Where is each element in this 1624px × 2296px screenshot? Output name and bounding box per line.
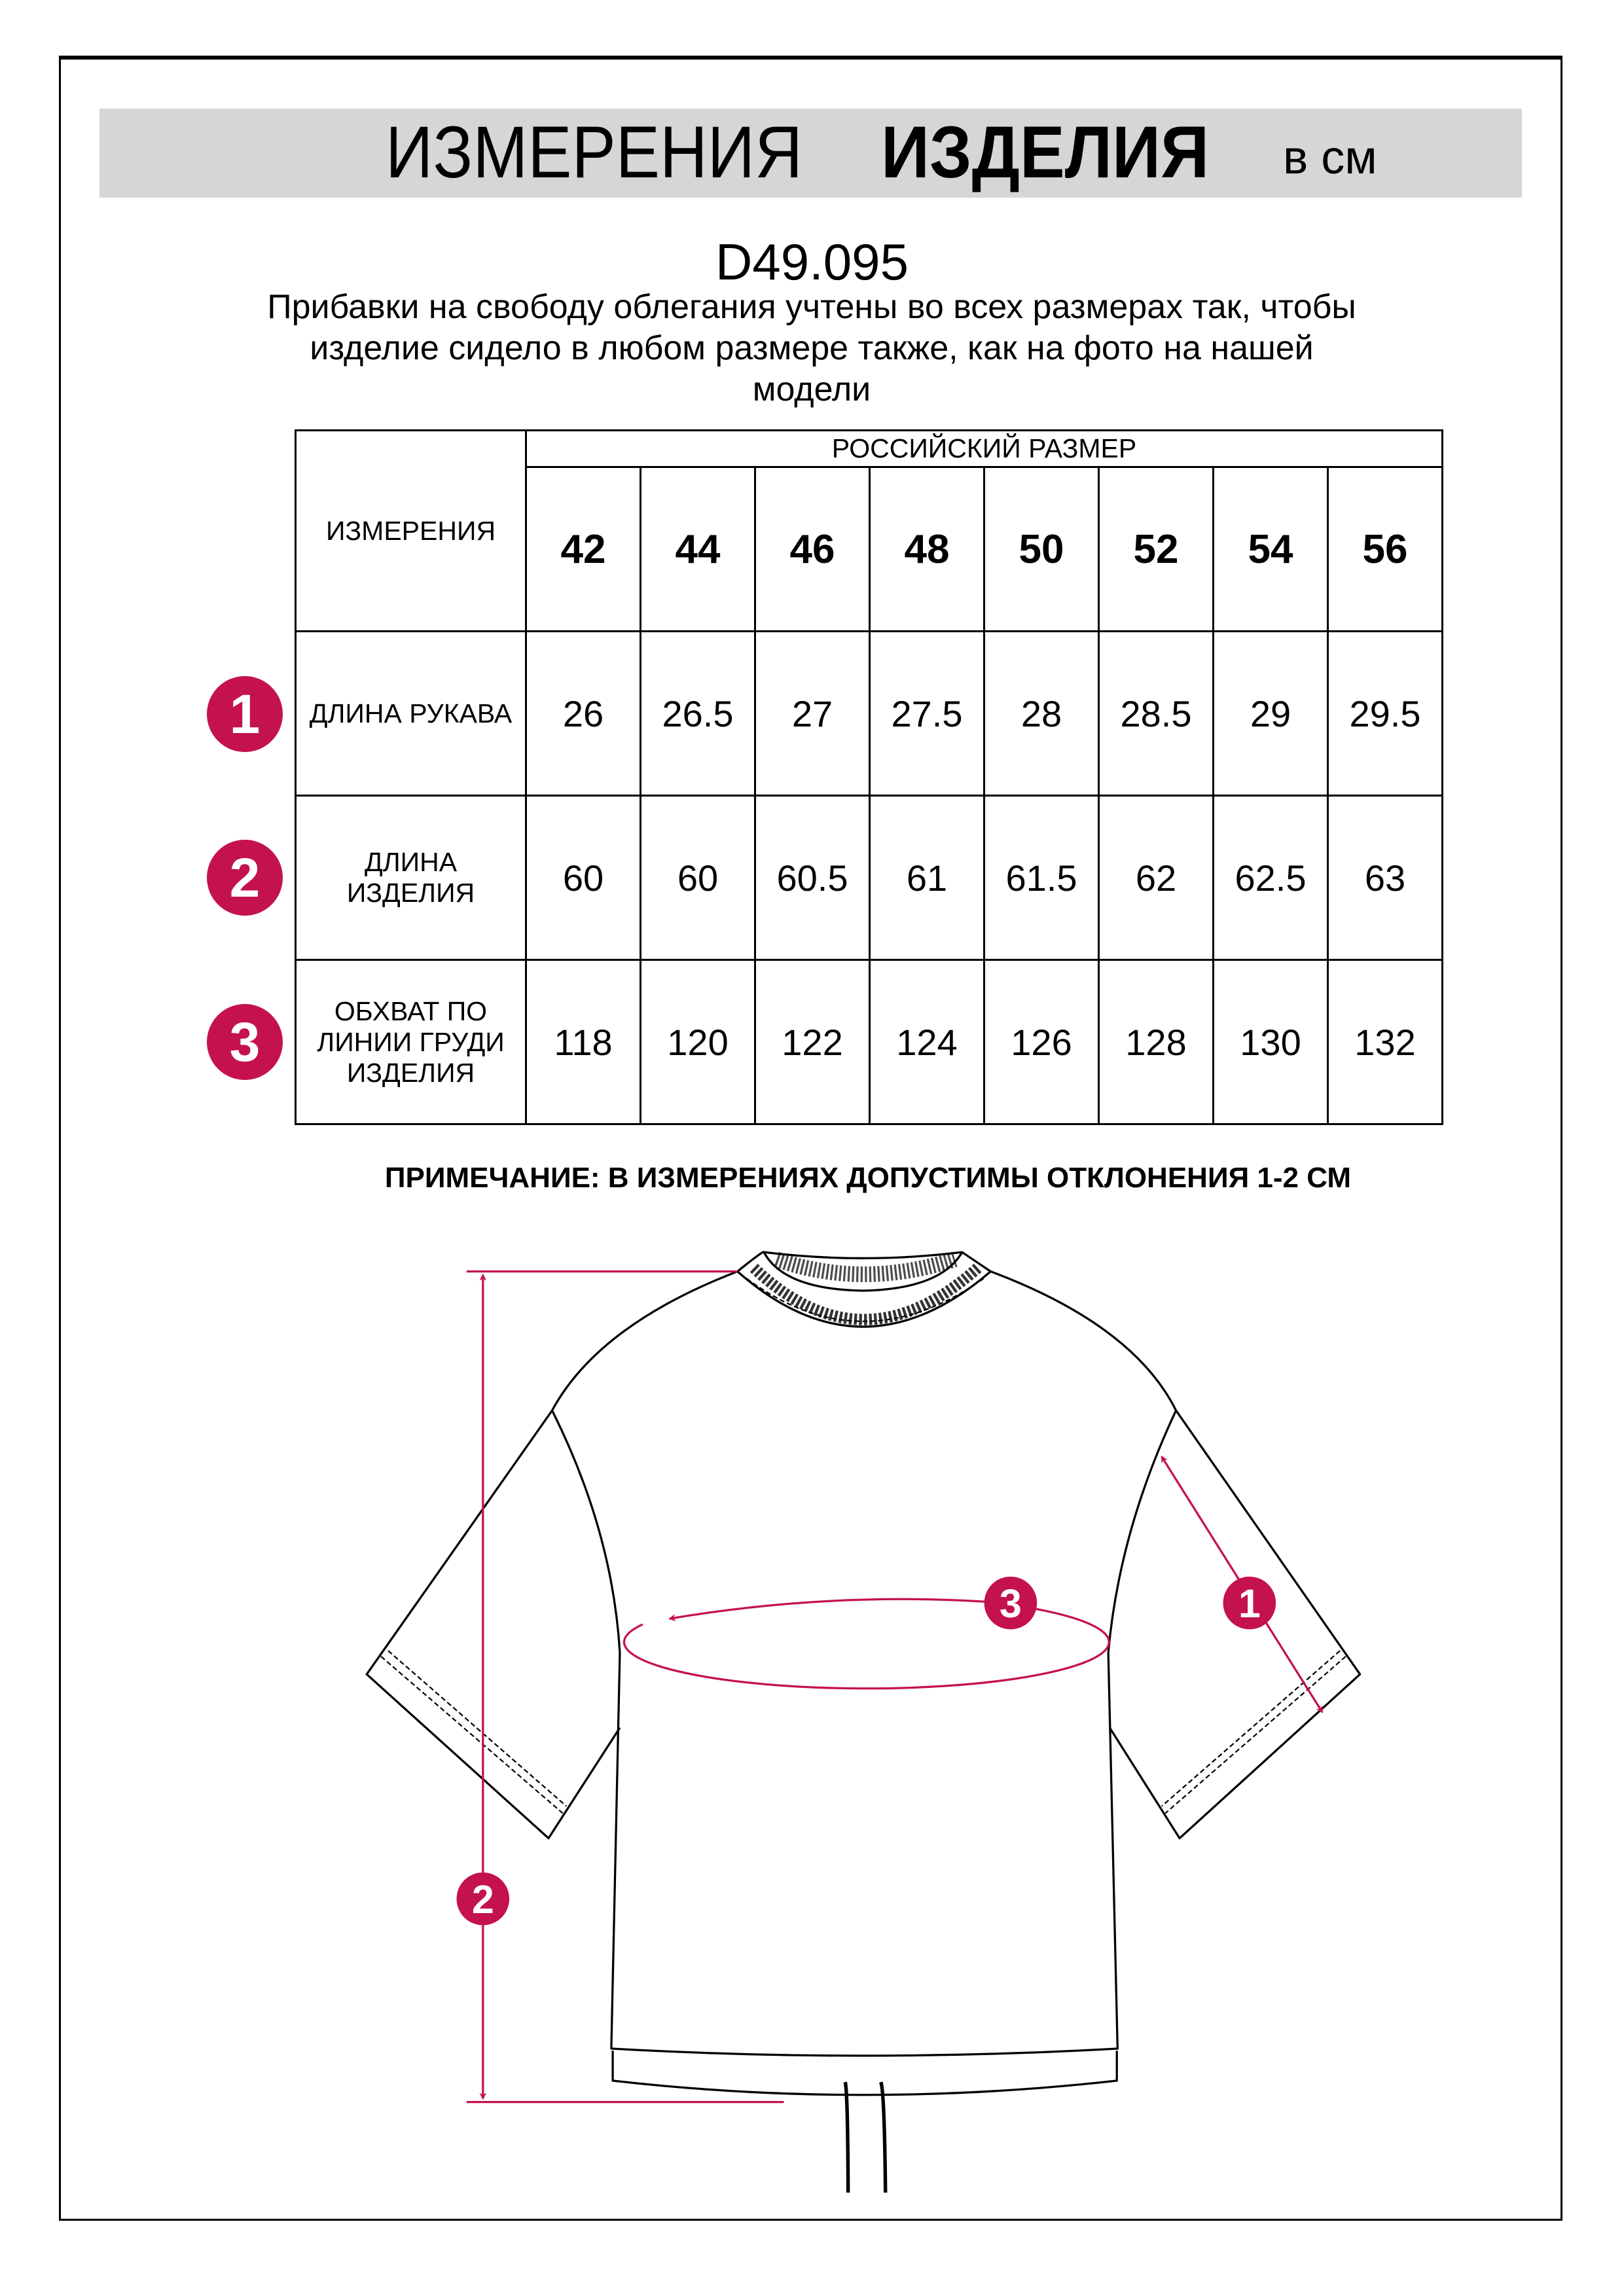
cell: 63	[1327, 795, 1443, 961]
stitching	[380, 1278, 1346, 1814]
cell: 28	[983, 630, 1100, 797]
row-label: ДЛИНА РУКАВА	[295, 630, 527, 797]
label-line: ИЗДЕЛИЯ	[346, 1057, 475, 1088]
size-header: 48	[869, 466, 985, 632]
cell: 29	[1212, 630, 1329, 797]
label-line: ДЛИНА	[364, 847, 458, 877]
cell: 26	[525, 630, 641, 797]
cell: 124	[869, 959, 985, 1125]
measurement-lines	[466, 1270, 1324, 2104]
cell: 60.5	[754, 795, 871, 961]
size-header: 52	[1098, 466, 1214, 632]
title-measurements: ИЗМЕРЕНИЯ	[386, 111, 803, 193]
marker-3-badge: 3	[207, 1004, 283, 1080]
description-line: Прибавки на свободу облегания учтены во …	[267, 288, 1356, 326]
row-label: ДЛИНА ИЗДЕЛИЯ	[295, 795, 527, 961]
chest-ellipse	[623, 1600, 1110, 1690]
cell: 130	[1212, 959, 1329, 1125]
diagram-marker-1-label: 1	[1238, 1581, 1261, 1626]
cell: 128	[1098, 959, 1214, 1125]
size-header: 42	[525, 466, 641, 632]
cell: 26.5	[640, 630, 756, 797]
label-line: ОБХВАТ ПО	[334, 996, 488, 1026]
title-bar	[99, 109, 1522, 198]
diagram-marker-3	[984, 1576, 1038, 1630]
tolerance-note: ПРИМЕЧАНИЕ: В ИЗМЕРЕНИЯХ ДОПУСТИМЫ ОТКЛО…	[384, 1162, 1352, 1194]
label-line: ЛИНИИ ГРУДИ	[317, 1026, 505, 1057]
diagram-marker-2-label: 2	[472, 1877, 494, 1922]
measurements-header: ИЗМЕРЕНИЯ	[295, 429, 527, 632]
cell: 29.5	[1327, 630, 1443, 797]
description-line: модели	[752, 370, 871, 408]
cell: 60	[525, 795, 641, 961]
cell: 118	[525, 959, 641, 1125]
cell: 62	[1098, 795, 1214, 961]
size-header: 44	[640, 466, 756, 632]
tshirt-diagram: 1 2 3	[365, 1251, 1362, 2193]
tshirt-outline	[365, 1251, 1362, 2096]
table-row: ДЛИНА ИЗДЕЛИЯ 60 60 60.5 61 61.5 62 62.5 …	[295, 795, 1443, 961]
title-unit: в см	[1283, 132, 1377, 184]
cell: 120	[640, 959, 756, 1125]
cell: 61	[869, 795, 985, 961]
title-product: ИЗДЕЛИЯ	[881, 111, 1210, 193]
cell: 61.5	[983, 795, 1100, 961]
diagram-marker-2	[456, 1872, 510, 1926]
chest-arrow	[668, 1598, 984, 1622]
size-header: 54	[1212, 466, 1329, 632]
neck-rib	[749, 1251, 982, 1325]
cell: 27.5	[869, 630, 985, 797]
size-table: ИЗМЕРЕНИЯ РОССИЙСКИЙ РАЗМЕР 42 44 46 48 …	[295, 429, 1443, 1125]
row-label: ОБХВАТ ПО ЛИНИИ ГРУДИ ИЗДЕЛИЯ	[295, 959, 527, 1125]
table-row: ОБХВАТ ПО ЛИНИИ ГРУДИ ИЗДЕЛИЯ 118 120 122 …	[295, 959, 1443, 1125]
marker-2-badge: 2	[207, 840, 283, 916]
cell: 60	[640, 795, 756, 961]
page-border	[59, 56, 1562, 2221]
cell: 27	[754, 630, 871, 797]
cell: 28.5	[1098, 630, 1214, 797]
cell: 126	[983, 959, 1100, 1125]
diagram-marker-1	[1223, 1576, 1276, 1630]
drawstrings	[843, 2081, 888, 2193]
cell: 62.5	[1212, 795, 1329, 961]
diagram-marker-3-label: 3	[1000, 1581, 1022, 1626]
table-row: ДЛИНА РУКАВА 26 26.5 27 27.5 28 28.5 29 …	[295, 630, 1443, 797]
product-code: D49.095	[715, 233, 909, 291]
label-line: ИЗДЕЛИЯ	[346, 878, 475, 908]
diagram-markers: 1 2 3	[456, 1576, 1276, 1926]
cell: 122	[754, 959, 871, 1125]
cell: 132	[1327, 959, 1443, 1125]
size-header: 56	[1327, 466, 1443, 632]
marker-1-badge: 1	[207, 676, 283, 752]
size-header: 46	[754, 466, 871, 632]
fit-description: Прибавки на свободу облегания учтены во …	[196, 287, 1427, 410]
size-group-header: РОССИЙСКИЙ РАЗМЕР	[525, 429, 1443, 468]
size-header: 50	[983, 466, 1100, 632]
description-line: изделие сидело в любом размере также, ка…	[310, 329, 1314, 367]
